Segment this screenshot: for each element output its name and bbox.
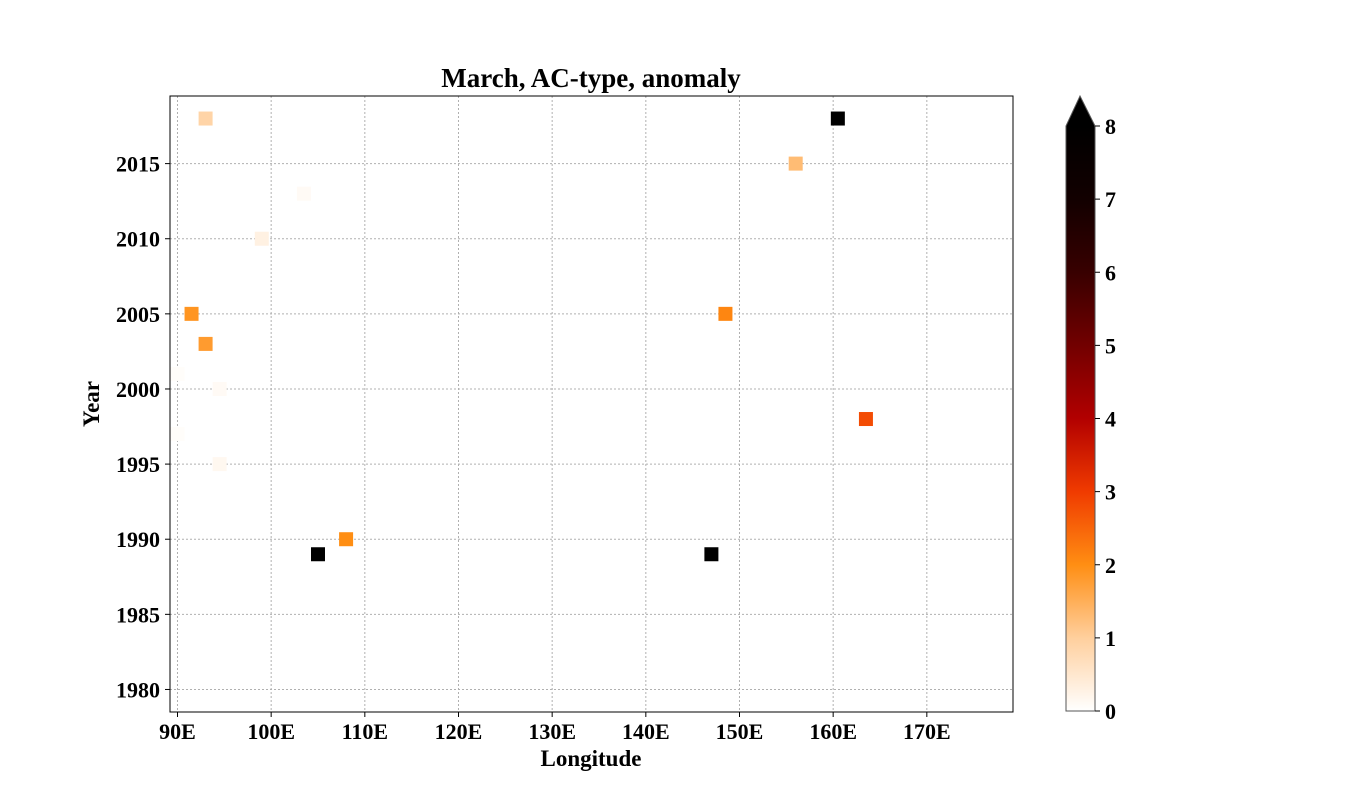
chart-title: March, AC-type, anomaly — [441, 63, 741, 93]
colorbar-tick-label: 8 — [1105, 114, 1116, 139]
y-tick-label: 2000 — [116, 377, 160, 402]
x-axis-ticks: 90E 100E 110E 120E 130E 140E 150E 160E 170E — [159, 712, 951, 744]
y-tick-label: 2010 — [116, 227, 160, 252]
x-tick-label: 150E — [716, 719, 764, 744]
plot-area-frame — [169, 95, 1014, 713]
x-tick-label: 160E — [809, 719, 857, 744]
colorbar-extend-arrow — [1066, 96, 1095, 126]
x-tick-label: 120E — [435, 719, 483, 744]
colorbar-tick-label: 0 — [1105, 699, 1116, 724]
data-point — [198, 111, 213, 126]
x-tick-label: 110E — [342, 719, 388, 744]
colorbar-tick-label: 4 — [1105, 407, 1116, 432]
y-tick-label: 1980 — [116, 677, 160, 702]
data-point — [254, 231, 269, 246]
colorbar-gradient — [1066, 126, 1095, 711]
colorbar-tick-label: 2 — [1105, 553, 1116, 578]
data-point — [170, 366, 185, 381]
data-point — [310, 547, 325, 562]
data-point — [296, 186, 311, 201]
colorbar-tick-label: 1 — [1105, 626, 1116, 651]
data-point — [830, 111, 845, 126]
x-tick-label: 170E — [903, 719, 951, 744]
x-tick-label: 90E — [159, 719, 196, 744]
colorbar-tick-label: 6 — [1105, 260, 1116, 285]
grid-lines — [170, 96, 1013, 712]
x-axis-label: Longitude — [541, 746, 642, 771]
colorbar-ticks: 0 1 2 3 4 5 6 7 8 — [1095, 114, 1116, 724]
colorbar-tick-label: 3 — [1105, 480, 1116, 505]
y-tick-label: 1985 — [116, 602, 160, 627]
colorbar: 0 1 2 3 4 5 6 7 8 — [1065, 94, 1116, 724]
data-point — [170, 427, 185, 442]
data-points — [170, 111, 873, 562]
y-tick-label: 2005 — [116, 302, 160, 327]
y-tick-label: 1990 — [116, 527, 160, 552]
data-point — [858, 412, 873, 427]
data-point — [704, 547, 719, 562]
data-point — [212, 381, 227, 396]
data-point — [212, 457, 227, 472]
y-axis-label: Year — [79, 381, 104, 427]
data-point — [198, 336, 213, 351]
x-tick-label: 140E — [622, 719, 670, 744]
data-point — [184, 306, 199, 321]
y-tick-label: 2015 — [116, 152, 160, 177]
data-point — [718, 306, 733, 321]
x-tick-label: 130E — [528, 719, 576, 744]
data-point — [788, 156, 803, 171]
y-tick-label: 1995 — [116, 452, 160, 477]
data-point — [339, 532, 354, 547]
x-tick-label: 100E — [247, 719, 295, 744]
y-axis-ticks: 1980 1985 1990 1995 2000 2005 2010 2015 — [116, 152, 170, 702]
colorbar-tick-label: 5 — [1105, 333, 1116, 358]
colorbar-tick-label: 7 — [1105, 187, 1116, 212]
colorbar-outline — [1065, 94, 1096, 712]
